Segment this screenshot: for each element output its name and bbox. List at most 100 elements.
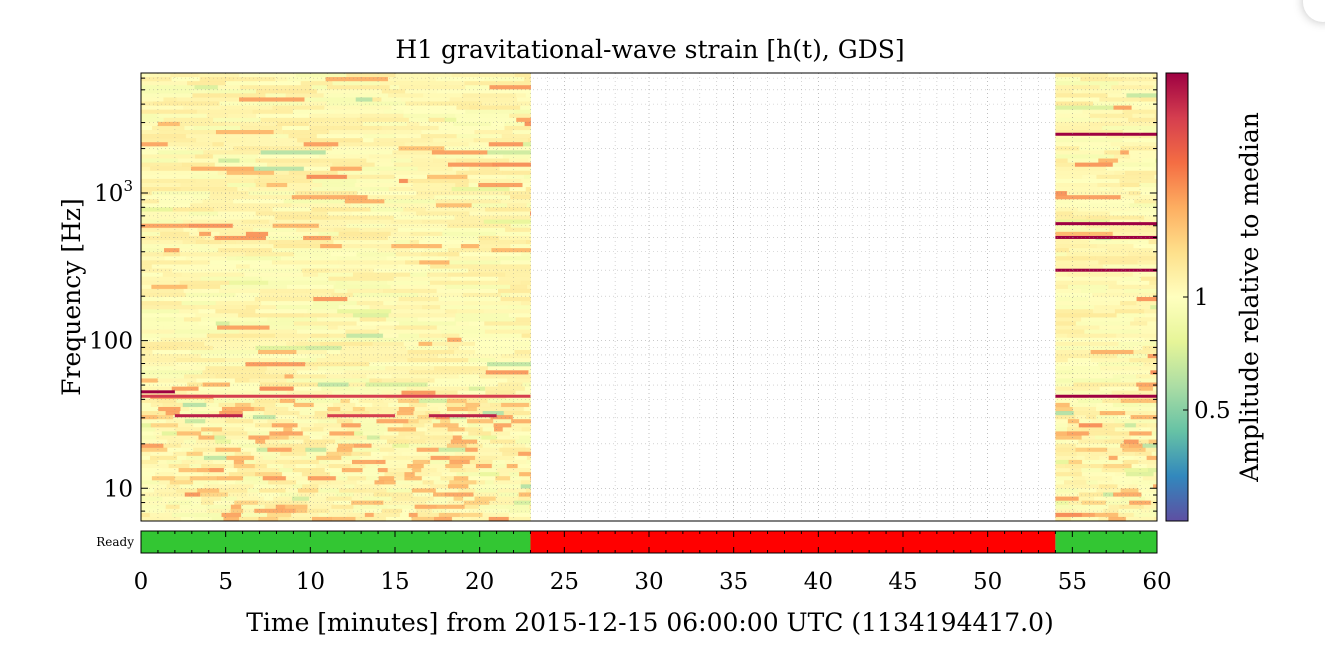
spectrogram-tile: [1133, 244, 1157, 249]
spectrogram-tile: [469, 211, 487, 216]
spectrogram-tile: [164, 508, 180, 514]
spectrogram-tile: [201, 427, 223, 432]
spectrogram-tile: [381, 406, 400, 412]
spectrogram-tile: [1106, 431, 1130, 436]
state-label: Ready: [96, 535, 134, 549]
spectrogram-tile: [391, 374, 460, 379]
spectrogram-tile: [247, 488, 260, 493]
spectrogram-tile: [351, 496, 364, 502]
spectrogram-tile: [170, 73, 199, 78]
spectrogram-tile: [1064, 113, 1091, 119]
spectrogram-tile: [141, 239, 184, 245]
spectrogram-tile: [376, 325, 396, 330]
spectrogram-tile: [352, 406, 366, 412]
spectrogram-tile: [410, 231, 443, 237]
spectrogram-tile: [159, 130, 217, 135]
spectrogram-tile: [326, 447, 338, 453]
spectrogram-tile: [1055, 366, 1101, 371]
spectrogram-tile: [1135, 423, 1147, 428]
spectrogram-tile: [352, 447, 381, 453]
spectrogram-tile: [437, 252, 460, 257]
spectrogram-tile: [141, 280, 181, 286]
spectrogram-tile: [217, 325, 270, 330]
spectrogram-tile: [311, 443, 327, 449]
spectrogram-tile: [1072, 276, 1123, 282]
spectrogram-tile: [1055, 443, 1077, 449]
spectrogram-tile: [421, 476, 441, 481]
spectrogram-tile: [1135, 451, 1153, 457]
spectrogram-tile: [511, 423, 531, 428]
spectrogram-tile: [519, 435, 531, 440]
spectrogram-tile: [493, 480, 522, 485]
spectrogram-tile: [495, 476, 511, 481]
spectrogram-tile: [387, 235, 425, 241]
spectrogram-tile: [214, 235, 267, 241]
spectrogram-tile: [244, 427, 270, 432]
spectrogram-tile: [238, 398, 255, 404]
spectrogram-tile: [207, 244, 274, 249]
spectrogram-tile: [460, 455, 476, 461]
spectrogram-tile: [394, 174, 428, 180]
spectrogram-tile: [1102, 423, 1126, 428]
spectrogram-tile: [401, 97, 451, 102]
spectrogram-tile: [388, 402, 410, 408]
spectrogram-tile: [502, 345, 531, 351]
spectrogram-tile: [435, 77, 455, 82]
spectrogram-tile: [309, 435, 323, 440]
spectrogram-tile: [358, 227, 399, 233]
spectrogram-tile: [1125, 472, 1154, 477]
spectrogram-tile: [440, 419, 451, 424]
spectrogram-tile: [447, 345, 460, 351]
spectrogram-tile: [335, 492, 355, 497]
spectrogram-tile: [141, 158, 179, 163]
spectrogram-tile: [1096, 244, 1134, 249]
spectrogram-tile: [340, 349, 409, 355]
spectrogram-tile: [417, 386, 470, 392]
spectrogram-tile: [1092, 309, 1116, 314]
spectrogram-tile: [1125, 411, 1148, 416]
spectrogram-tile: [198, 248, 219, 253]
spectrogram-tile: [291, 203, 352, 208]
spectrogram-tile: [189, 406, 199, 412]
spectrogram-tile: [318, 231, 340, 237]
spectrogram-tile: [1072, 89, 1083, 94]
spectrogram-tile: [214, 162, 268, 168]
spectrogram-tile: [335, 219, 392, 225]
spectrogram-tile: [226, 170, 275, 176]
spectrogram-tile: [141, 272, 164, 278]
spectrogram-tile: [352, 272, 411, 278]
spectrogram-tile: [255, 309, 308, 314]
spectrogram-tile: [347, 297, 380, 302]
spectrogram-tile: [403, 207, 427, 212]
spectrogram-tile: [261, 301, 314, 306]
spectrogram-tile: [1143, 362, 1157, 367]
spectrogram-tile: [253, 455, 264, 461]
spectrogram-tile: [254, 297, 314, 302]
spectrogram-tile: [1055, 101, 1094, 106]
spectrogram-tile: [203, 472, 230, 477]
spectrogram-tile: [519, 472, 531, 477]
spectrogram-tile: [1136, 382, 1157, 387]
spectrogram-tile: [1055, 313, 1118, 318]
spectrogram-tile: [174, 476, 191, 481]
spectrogram-tile: [1069, 468, 1082, 473]
x-tick-label: 0: [134, 569, 149, 595]
spectrogram-tile: [418, 419, 433, 424]
spectrogram-tile: [408, 402, 428, 408]
spectrogram-tile: [373, 512, 401, 518]
spectrogram-tile: [1055, 288, 1082, 294]
spectrogram-tile: [1055, 358, 1069, 363]
spectrogram-tile: [514, 500, 531, 506]
spectrogram-tile: [363, 496, 393, 502]
spectrogram-tile: [271, 248, 326, 253]
spectrogram-tile: [507, 378, 531, 383]
spectrogram-tile: [261, 276, 329, 282]
spectrogram-tile: [1078, 423, 1103, 428]
spectrogram-tile: [395, 73, 453, 78]
spectrogram-tile: [233, 463, 256, 469]
spectrogram-tile: [426, 402, 447, 408]
spectrogram-tile: [141, 386, 173, 392]
spectrogram-tile: [296, 329, 346, 335]
spectrogram-tile: [1055, 85, 1074, 90]
spectrogram-tile: [307, 337, 343, 343]
